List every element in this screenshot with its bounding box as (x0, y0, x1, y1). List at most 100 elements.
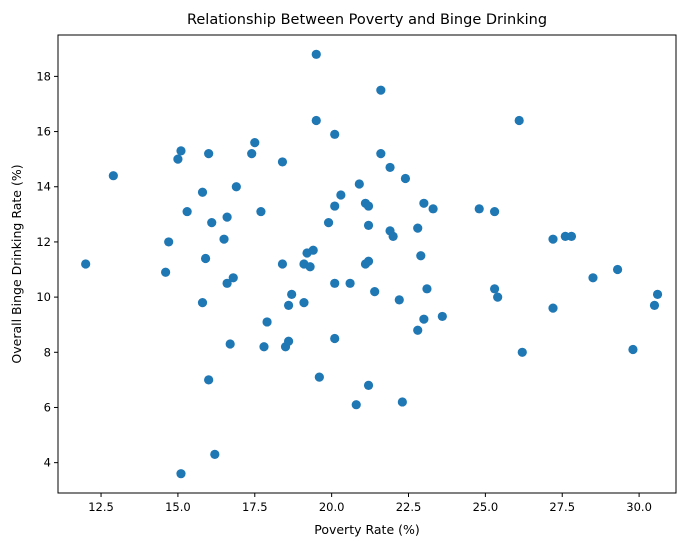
y-tick-label: 10 (36, 290, 51, 304)
x-axis: 12.5 15.0 17.5 20.0 22.5 25.0 27.5 30.0 (88, 493, 652, 514)
scatter-point (419, 314, 429, 324)
scatter-point (437, 311, 447, 322)
scatter-point (277, 157, 288, 167)
scatter-point (330, 333, 340, 344)
chart-title: Relationship Between Poverty and Binge D… (187, 12, 547, 28)
scatter-point (108, 171, 118, 181)
scatter-point (588, 273, 598, 283)
data-points (81, 49, 663, 479)
scatter-point (197, 298, 208, 308)
scatter-point (363, 201, 374, 211)
scatter-point (385, 162, 395, 173)
scatter-point (225, 339, 235, 349)
scatter-point (262, 317, 272, 327)
x-tick-label: 15.0 (165, 500, 191, 514)
x-tick-label: 25.0 (473, 500, 499, 514)
scatter-point (330, 278, 340, 288)
scatter-point (231, 182, 241, 192)
scatter-point (413, 325, 423, 335)
y-tick-label: 16 (36, 125, 51, 139)
scatter-point (354, 179, 364, 189)
scatter-point (277, 259, 288, 269)
y-tick-label: 4 (44, 456, 51, 470)
scatter-point (259, 342, 269, 352)
y-axis: 4 6 8 10 12 14 16 18 (36, 69, 58, 470)
scatter-point (416, 251, 426, 261)
scatter-point (207, 218, 217, 228)
scatter-point (256, 206, 266, 217)
scatter-point (222, 212, 232, 222)
y-tick-label: 12 (36, 235, 51, 249)
scatter-point (388, 231, 398, 242)
y-axis-label: Overall Binge Drinking Rate (%) (9, 164, 24, 363)
scatter-point (548, 303, 558, 313)
scatter-point (311, 49, 321, 59)
scatter-point (308, 245, 318, 255)
scatter-point (330, 201, 340, 211)
scatter-point (314, 372, 324, 382)
plot-area-frame (57, 34, 677, 494)
scatter-point (283, 336, 294, 346)
x-tick-label: 22.5 (396, 500, 422, 514)
scatter-point (176, 469, 186, 479)
y-tick-label: 8 (44, 345, 51, 359)
scatter-point (514, 115, 524, 126)
x-tick-label: 17.5 (242, 500, 268, 514)
scatter-point (228, 273, 238, 283)
x-tick-label: 27.5 (549, 500, 575, 514)
scatter-point (345, 278, 355, 288)
scatter-point (336, 190, 346, 200)
scatter-point (219, 234, 229, 244)
y-tick-label: 6 (44, 400, 51, 414)
scatter-point (323, 218, 334, 228)
scatter-point (176, 146, 186, 156)
scatter-point (652, 289, 663, 299)
scatter-point (400, 173, 411, 184)
scatter-point (649, 300, 660, 310)
x-tick-label: 12.5 (88, 500, 114, 514)
scatter-point (394, 295, 404, 305)
scatter-point (161, 267, 171, 277)
scatter-point (204, 149, 214, 159)
scatter-point (517, 347, 527, 357)
scatter-point (311, 115, 321, 126)
scatter-point (222, 278, 232, 288)
scatter-point (489, 284, 500, 294)
scatter-point (173, 154, 183, 164)
scatter-point (413, 223, 423, 233)
scatter-point (363, 256, 374, 266)
scatter-point (493, 292, 503, 302)
scatter-point (204, 375, 214, 385)
scatter-point (363, 220, 374, 230)
scatter-point (370, 286, 380, 297)
y-tick-label: 18 (36, 69, 51, 83)
scatter-point (330, 129, 340, 139)
scatter-point (419, 198, 429, 208)
scatter-point (305, 262, 315, 272)
scatter-point (428, 204, 438, 214)
scatter-point (200, 253, 211, 264)
scatter-point (363, 380, 374, 390)
scatter-point (182, 206, 192, 217)
scatter-point (247, 149, 257, 159)
scatter-point (197, 187, 208, 197)
x-tick-label: 20.0 (319, 500, 345, 514)
scatter-point (81, 259, 91, 269)
scatter-point (250, 138, 260, 148)
scatter-point (628, 344, 638, 355)
scatter-point (474, 204, 484, 214)
scatter-point (548, 234, 558, 244)
x-axis-label: Poverty Rate (%) (314, 522, 420, 537)
scatter-point (612, 264, 623, 275)
scatter-point (489, 206, 500, 217)
scatter-point (376, 85, 386, 95)
scatter-point (376, 149, 386, 159)
scatter-point (351, 400, 361, 410)
scatter-point (287, 289, 297, 299)
scatter-point (422, 284, 432, 294)
scatter-point (566, 231, 577, 242)
scatter-point (283, 300, 294, 310)
x-tick-label: 30.0 (626, 500, 652, 514)
